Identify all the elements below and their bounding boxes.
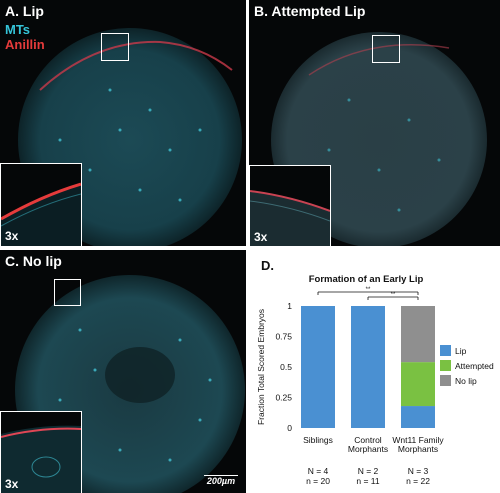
panel-c-label: C. No lip <box>5 253 62 269</box>
panel-c-no-lip: C. No lip 3x 200µm <box>0 250 246 493</box>
roi-box-b <box>372 35 400 63</box>
inset-a-magnification: 3x <box>5 229 19 243</box>
sample-size-N: N = 4 <box>308 466 329 476</box>
inset-c: 3x <box>0 411 82 493</box>
x-category-label: Morphants <box>348 444 388 454</box>
channel-anillin-label: Anillin <box>5 37 45 52</box>
sample-size-n: n = 20 <box>306 476 330 486</box>
significance-label: ** <box>391 292 396 298</box>
bar-segment-lip <box>301 306 335 428</box>
stacked-bar-chart: Formation of an Early Lip Fraction Total … <box>256 274 494 486</box>
channel-mt-label: MTs <box>5 22 31 37</box>
sample-size-n: n = 22 <box>406 476 430 486</box>
chart-title: Formation of an Early Lip <box>309 274 424 285</box>
inset-b: 3x <box>249 165 331 246</box>
x-category-label: Morphants <box>398 444 438 454</box>
legend-label: Lip <box>455 346 467 356</box>
x-category-label: Siblings <box>303 435 333 445</box>
inset-c-magnification: 3x <box>5 477 19 491</box>
inset-b-magnification: 3x <box>254 230 268 244</box>
panel-d-label: D. <box>261 258 274 273</box>
legend-swatch-lip <box>440 345 451 356</box>
sample-size-N: N = 2 <box>358 466 379 476</box>
panel-a-label: A. Lip <box>5 3 44 19</box>
sample-size-N: N = 3 <box>408 466 429 476</box>
x-category-label: Wnt11 Family <box>392 435 444 445</box>
panel-a-lip: A. Lip MTs Anillin 3x <box>0 0 246 246</box>
y-axis-label: Fraction Total Scored Embryos <box>256 309 266 425</box>
legend-label: No lip <box>455 376 477 386</box>
y-tick-label: 0 <box>287 423 292 433</box>
y-tick-label: 1 <box>287 301 292 311</box>
roi-box-c <box>54 279 81 306</box>
panel-d-chart: D. Formation of an Early Lip Fraction Tot… <box>249 250 500 493</box>
bar-segment-lip <box>401 406 435 428</box>
bar-segment-lip <box>351 306 385 428</box>
significance-label: ** <box>366 287 371 293</box>
panel-b-label: B. Attempted Lip <box>254 3 366 19</box>
y-tick-label: 0.5 <box>280 362 292 372</box>
sample-size-n: n = 11 <box>356 476 380 486</box>
roi-box-a <box>101 33 129 61</box>
scale-bar: 200µm <box>204 475 238 486</box>
bar-segment-no-lip <box>401 306 435 363</box>
panel-b-attempted-lip: B. Attempted Lip 3x <box>249 0 500 246</box>
y-tick-label: 0.25 <box>275 393 292 403</box>
y-tick-label: 0.75 <box>275 332 292 342</box>
bar-segment-attempted <box>401 362 435 407</box>
legend-swatch-attempted <box>440 360 451 371</box>
x-category-label: Control <box>354 435 382 445</box>
legend-label: Attempted <box>455 361 494 371</box>
legend-swatch-no-lip <box>440 375 451 386</box>
inset-a: 3x <box>0 163 82 246</box>
